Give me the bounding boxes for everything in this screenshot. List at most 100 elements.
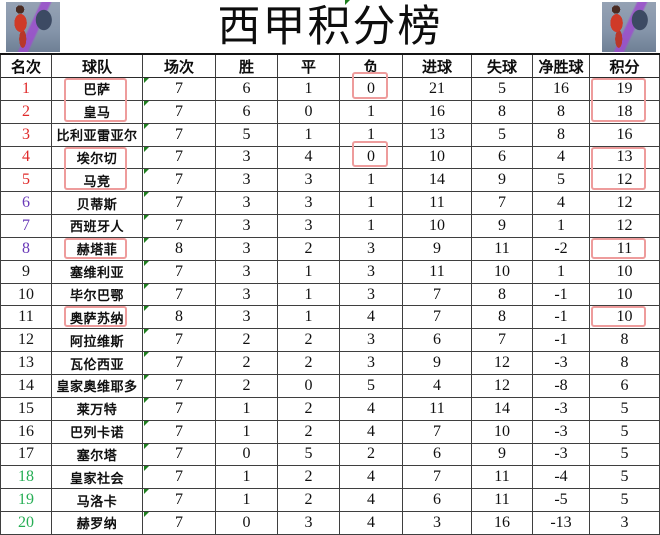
cell-points: 5	[590, 397, 660, 421]
cell-wins: 1	[216, 489, 278, 513]
cell-rank: 10	[1, 283, 52, 307]
highlight-box	[64, 167, 127, 191]
cell-draws: 5	[278, 443, 340, 467]
column-header-pts: 积分	[590, 55, 660, 78]
cell-team-name: 毕尔巴鄂	[52, 283, 143, 307]
cell-matches-played: 7	[143, 169, 216, 193]
cell-wins: 6	[216, 78, 278, 101]
cell-goals-for: 9	[403, 237, 472, 261]
cell-points: 5	[590, 489, 660, 513]
cell-goal-difference: 8	[533, 100, 590, 124]
cell-rank: 6	[1, 192, 52, 216]
table-row: 17 塞尔塔 7 0 5 2 6 9 -3 5	[1, 443, 660, 467]
cell-losses: 1	[340, 192, 403, 216]
cell-losses: 4	[340, 306, 403, 330]
cell-team-name: 塞维利亚	[52, 260, 143, 284]
cell-rank: 12	[1, 329, 52, 353]
table-row: 16 巴列卡诺 7 1 2 4 7 10 -3 5	[1, 420, 660, 444]
cell-losses: 3	[340, 283, 403, 307]
cell-losses: 1	[340, 123, 403, 147]
cell-points: 12	[590, 215, 660, 238]
cell-goal-difference: 4	[533, 192, 590, 216]
cell-goal-difference: 1	[533, 215, 590, 238]
cell-goals-for: 16	[403, 100, 472, 124]
cell-team-name: 巴列卡诺	[52, 420, 143, 444]
cell-draws: 3	[278, 169, 340, 193]
cell-rank: 8	[1, 237, 52, 261]
table-row: 5 马竞 7 3 3 1 14 9 5 12	[1, 167, 660, 193]
cell-draws: 1	[278, 283, 340, 307]
title-bar: 西甲积分榜	[0, 0, 660, 55]
cell-losses: 4	[340, 466, 403, 490]
cell-matches-played: 7	[143, 100, 216, 124]
cell-points: 8	[590, 329, 660, 353]
cell-rank: 4	[1, 146, 52, 170]
cell-wins: 3	[216, 192, 278, 216]
cell-wins: 0	[216, 512, 278, 535]
cell-goal-difference: -3	[533, 420, 590, 444]
column-header-drawn: 平	[278, 55, 340, 78]
cell-rank: 2	[1, 100, 52, 124]
cell-draws: 2	[278, 352, 340, 375]
cell-goals-against: 10	[472, 260, 533, 284]
cell-wins: 2	[216, 352, 278, 375]
highlight-box	[591, 98, 646, 122]
cell-rank: 16	[1, 420, 52, 444]
cell-draws: 2	[278, 237, 340, 261]
cell-matches-played: 7	[143, 260, 216, 284]
column-header-team: 球队	[52, 55, 143, 78]
highlight-box	[64, 98, 127, 122]
cell-matches-played: 7	[143, 192, 216, 216]
cell-points: 11	[590, 237, 660, 261]
cell-points: 5	[590, 443, 660, 467]
table-row: 2 皇马 7 6 0 1 16 8 8 18	[1, 98, 660, 124]
cell-team-name: 马竞	[52, 167, 143, 193]
cell-matches-played: 7	[143, 443, 216, 467]
cell-goals-for: 14	[403, 169, 472, 193]
cell-points: 10	[590, 283, 660, 307]
cell-wins: 2	[216, 329, 278, 353]
cell-matches-played: 7	[143, 512, 216, 535]
cell-rank: 11	[1, 306, 52, 330]
cell-goals-against: 9	[472, 169, 533, 193]
column-header-gd: 净胜球	[533, 55, 590, 78]
cell-team-name: 皇家社会	[52, 466, 143, 490]
table-row: 12 阿拉维斯 7 2 2 3 6 7 -1 8	[1, 329, 660, 353]
cell-matches-played: 7	[143, 123, 216, 147]
cell-losses: 4	[340, 512, 403, 535]
cell-goals-against: 8	[472, 283, 533, 307]
cell-goals-for: 7	[403, 306, 472, 330]
cell-points: 8	[590, 352, 660, 375]
table-row: 7 西班牙人 7 3 3 1 10 9 1 12	[1, 215, 660, 238]
cell-goals-against: 10	[472, 420, 533, 444]
table-row: 6 贝蒂斯 7 3 3 1 11 7 4 12	[1, 192, 660, 216]
cell-goal-difference: -1	[533, 329, 590, 353]
cell-matches-played: 7	[143, 489, 216, 513]
cell-wins: 1	[216, 397, 278, 421]
cell-matches-played: 7	[143, 283, 216, 307]
cell-goal-difference: 8	[533, 123, 590, 147]
cell-goal-difference: -3	[533, 397, 590, 421]
cell-goals-for: 7	[403, 420, 472, 444]
page-title: 西甲积分榜	[217, 4, 443, 51]
cell-goal-difference: -5	[533, 489, 590, 513]
cell-losses: 1	[340, 215, 403, 238]
cell-losses: 4	[340, 489, 403, 513]
cell-points: 13	[590, 146, 660, 171]
table-row: 15 莱万特 7 1 2 4 11 14 -3 5	[1, 397, 660, 421]
highlight-box	[64, 146, 127, 171]
cell-draws: 0	[278, 100, 340, 124]
cell-wins: 3	[216, 283, 278, 307]
cell-team-name: 皇家奥维耶多	[52, 374, 143, 398]
cell-goals-against: 14	[472, 397, 533, 421]
cell-goals-for: 10	[403, 215, 472, 238]
cell-losses: 3	[340, 329, 403, 353]
cell-goals-against: 5	[472, 123, 533, 147]
cell-goals-for: 11	[403, 397, 472, 421]
cell-goal-difference: -13	[533, 512, 590, 535]
table-row: 20 赫罗纳 7 0 3 4 3 16 -13 3	[1, 512, 660, 535]
highlight-box	[591, 78, 646, 102]
cell-matches-played: 7	[143, 329, 216, 353]
cell-points: 3	[590, 512, 660, 535]
column-header-gf: 进球	[403, 55, 472, 78]
